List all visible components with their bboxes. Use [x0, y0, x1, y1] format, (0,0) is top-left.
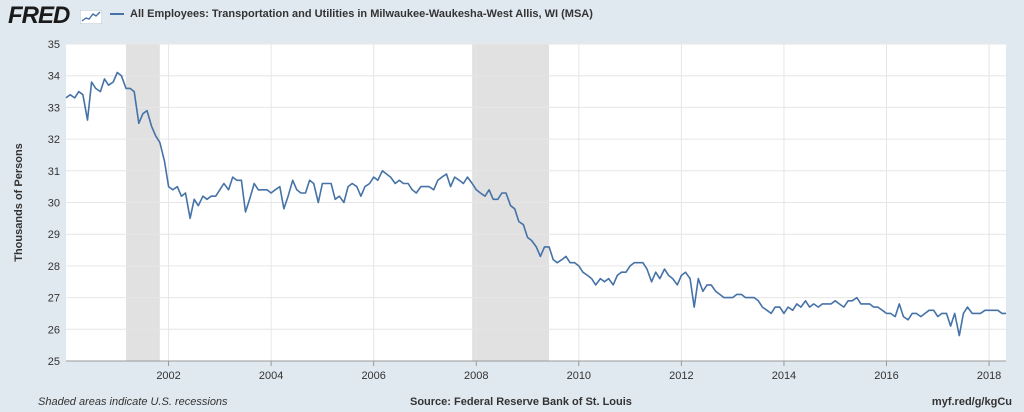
- y-tick-label: 27: [48, 293, 60, 305]
- source-note: Source: Federal Reserve Bank of St. Loui…: [410, 396, 632, 408]
- x-tick-label: 2016: [874, 370, 898, 382]
- x-tick-label: 2012: [669, 370, 693, 382]
- y-tick-label: 31: [48, 166, 60, 178]
- x-tick-label: 2002: [156, 370, 180, 382]
- x-tick-label: 2018: [977, 370, 1001, 382]
- series-line: [65, 71, 1006, 337]
- chart-header: FRED All Employees: Transportation and U…: [0, 0, 1024, 34]
- short-link[interactable]: myf.red/g/kgCu: [931, 396, 1012, 408]
- recession-note: Shaded areas indicate U.S. recessions: [38, 396, 228, 408]
- x-tick-label: 2010: [567, 370, 591, 382]
- y-axis-label: Thousands of Persons: [13, 143, 25, 262]
- fred-logo[interactable]: FRED: [8, 2, 70, 29]
- x-tick-label: 2008: [464, 370, 488, 382]
- fred-logo-sparkline-icon: [80, 10, 102, 24]
- y-tick-label: 32: [48, 134, 60, 146]
- y-tick-label: 29: [48, 229, 60, 241]
- x-tick-label: 2014: [772, 370, 796, 382]
- series-legend: All Employees: Transportation and Utilit…: [110, 8, 593, 20]
- legend-label: All Employees: Transportation and Utilit…: [130, 8, 593, 20]
- y-tick-label: 35: [48, 39, 60, 51]
- legend-line-swatch: [110, 13, 124, 16]
- y-tick-label: 26: [48, 324, 60, 336]
- x-tick-label: 2006: [361, 370, 385, 382]
- y-tick-label: 25: [48, 356, 60, 368]
- x-tick-label: 2004: [259, 370, 283, 382]
- y-tick-label: 34: [48, 71, 60, 83]
- y-tick-label: 30: [48, 198, 60, 210]
- plot-area: 25 26 27 28 29 30 31 32 33 34 35 2002 2004 2006 2008 20…: [13, 39, 1006, 382]
- y-tick-label: 33: [48, 102, 60, 114]
- y-tick-label: 28: [48, 261, 60, 273]
